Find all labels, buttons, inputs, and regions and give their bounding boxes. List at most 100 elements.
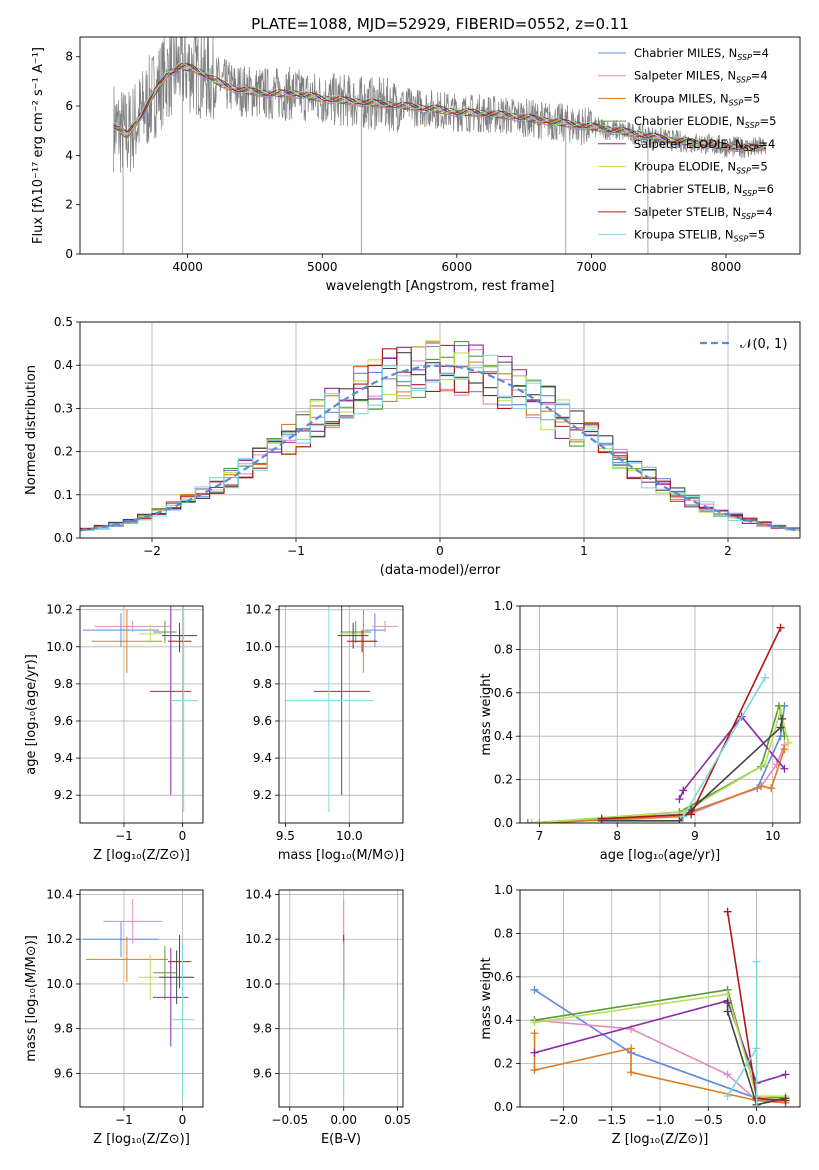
y-tick-label: 0.0: [54, 531, 73, 545]
y-tick-label: 0.0: [494, 1100, 513, 1114]
weight-point-marker: [752, 1044, 761, 1053]
y-axis-label: mass weight: [479, 957, 494, 1039]
weight-point-marker: [776, 706, 785, 715]
y-axis-label: Flux [fλ10⁻¹⁷ erg cm⁻² s⁻¹ A⁻¹]: [31, 47, 46, 244]
weight-point-marker: [776, 623, 785, 632]
y-tick-label: 10.4: [46, 887, 73, 901]
x-tick-label: 5000: [307, 260, 338, 274]
legend-count: =5: [760, 114, 777, 128]
legend-count: =4: [758, 137, 775, 151]
legend-label: 𝒩(0, 1): [740, 337, 787, 352]
legend-label: Chabrier STELIB, N: [634, 182, 742, 196]
x-axis-label: Z [log₁₀(Z/Z⊙)]: [612, 1132, 709, 1147]
y-tick-label: 9.4: [54, 751, 73, 765]
weight-series-line: [534, 989, 786, 1104]
weight-point-marker: [527, 819, 536, 823]
y-tick-label: 9.8: [54, 677, 73, 691]
legend-label: Chabrier ELODIE, N: [634, 114, 745, 128]
y-tick-label: 1.0: [494, 883, 513, 897]
panel-age-vs-mass: 9.5 10.0 9.2 9.4 9.6 9.8 10.0 10.2 mass [log₁₀(M…: [245, 603, 405, 863]
weight-point-marker: [723, 1070, 732, 1079]
legend-label: Kroupa MILES, N: [634, 91, 729, 105]
x-tick-label: −0.5: [694, 1113, 723, 1127]
x-tick-label: −1: [287, 544, 305, 558]
legend-subscript: SSP: [734, 235, 749, 244]
weight-point-marker: [530, 1029, 539, 1038]
model-fit-line: [113, 61, 767, 150]
x-tick-label: 10: [765, 829, 780, 843]
legend-label: Kroupa STELIB, N: [634, 228, 734, 242]
y-tick-label: 0.2: [494, 1057, 513, 1071]
x-tick-label: 9: [691, 829, 699, 843]
x-axis-label: Z [log₁₀(Z/Z⊙)]: [93, 848, 190, 863]
y-tick-label: 9.6: [253, 1066, 272, 1080]
weight-point-marker: [627, 1068, 636, 1077]
weight-series-line: [726, 1002, 786, 1106]
weight-point-marker: [752, 1103, 761, 1107]
x-tick-label: 2: [724, 544, 732, 558]
weight-point-marker: [723, 1092, 732, 1101]
y-tick-label: 10.2: [46, 603, 73, 617]
y-tick-label: 10.0: [46, 977, 73, 991]
weight-point-marker: [778, 714, 787, 723]
legend-entry: Kroupa ELODIE, NSSP=5: [634, 160, 768, 176]
legend-subscript: SSP: [744, 144, 759, 153]
y-tick-label: 2: [65, 198, 73, 212]
y-tick-label: 0: [65, 247, 73, 261]
weight-point-marker: [627, 1044, 636, 1053]
legend-count: =4: [752, 46, 769, 60]
weight-point-marker: [776, 723, 785, 732]
y-tick-label: 0.6: [494, 686, 513, 700]
y-tick-label: 9.8: [54, 1022, 73, 1036]
x-tick-label: 7000: [576, 260, 607, 274]
legend: 𝒩(0, 1): [700, 337, 787, 352]
plot-area: [80, 606, 203, 823]
weight-point-marker: [523, 819, 532, 823]
x-tick-label: −1: [115, 829, 133, 843]
y-tick-label: 10.0: [245, 977, 272, 991]
weight-point-marker: [675, 816, 684, 823]
y-tick-label: 0.4: [54, 358, 73, 372]
x-tick-label: 10.0: [336, 829, 363, 843]
weight-point-marker: [761, 673, 769, 682]
y-axis-label: Normed distribution: [24, 365, 39, 495]
legend-entry: Salpeter STELIB, NSSP=4: [634, 205, 773, 221]
x-axis-label: mass [log₁₀(M/M⊙)]: [278, 848, 405, 863]
legend-entry: Chabrier ELODIE, NSSP=5: [634, 114, 776, 130]
weight-point-marker: [761, 760, 769, 769]
x-tick-label: −2: [143, 544, 161, 558]
weight-point-marker: [757, 782, 766, 791]
y-tick-label: 0.2: [494, 773, 513, 787]
y-tick-label: 0.5: [54, 315, 73, 329]
plot-area: [80, 890, 203, 1107]
y-tick-label: 0.2: [54, 445, 73, 459]
axes-frame: [79, 321, 801, 539]
legend-label: Chabrier MILES, N: [634, 46, 737, 60]
legend-subscript: SSP: [741, 212, 756, 221]
y-axis-label: mass [log₁₀(M/M⊙)]: [24, 935, 39, 1062]
legend-subscript: SSP: [736, 167, 751, 176]
axes-frame: [79, 36, 801, 255]
y-axis-label: age [log₁₀(age/yr)]: [24, 654, 39, 775]
weight-point-marker: [752, 957, 761, 966]
x-tick-label: −2.0: [549, 1113, 578, 1127]
x-tick-label: −1.5: [597, 1113, 626, 1127]
weight-point-marker: [530, 1048, 539, 1057]
y-tick-label: 10.2: [245, 932, 272, 946]
weight-point-marker: [780, 745, 789, 754]
x-tick-label: −0.05: [271, 1113, 308, 1127]
weight-series-line: [527, 705, 786, 823]
y-tick-label: 0.0: [494, 816, 513, 830]
plot-area: [520, 890, 800, 1107]
weight-point-marker: [723, 1007, 732, 1016]
weight-series-line: [533, 1033, 786, 1104]
y-tick-label: 6: [65, 99, 73, 113]
axes-frame: [519, 889, 801, 1108]
y-tick-label: 9.6: [54, 714, 73, 728]
legend-count: =4: [751, 69, 768, 83]
legend-subscript: SSP: [742, 189, 757, 198]
x-axis-label: age [log₁₀(age/yr)]: [600, 848, 721, 863]
weight-point-marker: [780, 764, 789, 773]
plot-area: [279, 606, 403, 823]
y-tick-label: 4: [65, 148, 73, 162]
